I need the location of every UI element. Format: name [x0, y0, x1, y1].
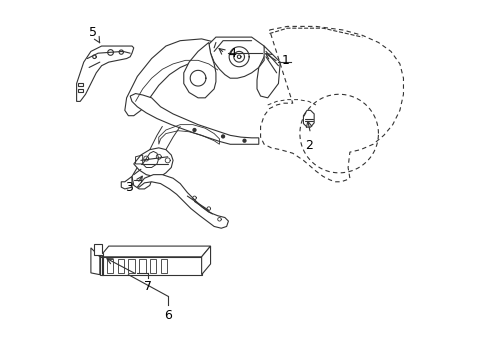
Circle shape — [242, 139, 246, 143]
Polygon shape — [134, 148, 173, 176]
Polygon shape — [132, 166, 151, 189]
Polygon shape — [91, 248, 100, 275]
Text: 2: 2 — [304, 139, 312, 152]
Polygon shape — [94, 244, 103, 275]
Text: 7: 7 — [144, 280, 152, 293]
Circle shape — [221, 134, 225, 139]
Text: 5: 5 — [88, 26, 97, 39]
Polygon shape — [137, 175, 228, 228]
Text: 3: 3 — [125, 181, 133, 194]
Polygon shape — [201, 246, 210, 275]
Circle shape — [192, 128, 196, 132]
Polygon shape — [142, 152, 159, 167]
Polygon shape — [208, 37, 265, 78]
Polygon shape — [183, 42, 216, 98]
Polygon shape — [124, 39, 228, 116]
Text: 1: 1 — [282, 54, 289, 67]
Polygon shape — [257, 46, 280, 98]
Polygon shape — [100, 257, 201, 275]
Polygon shape — [77, 46, 134, 102]
Text: 6: 6 — [163, 309, 171, 321]
Polygon shape — [130, 94, 258, 144]
Text: 4: 4 — [228, 47, 236, 60]
Polygon shape — [303, 111, 313, 127]
Polygon shape — [100, 246, 210, 257]
